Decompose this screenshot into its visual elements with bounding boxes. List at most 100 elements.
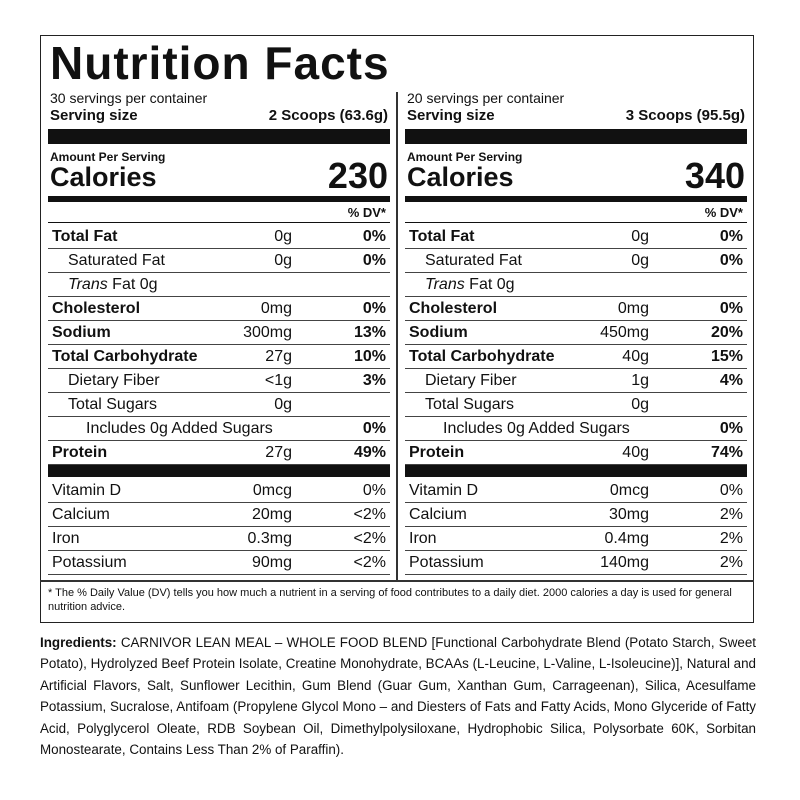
nutrient-row: Trans Fat 0g: [48, 273, 390, 297]
nutrient-label: Protein: [409, 444, 465, 461]
thick-bar: [48, 129, 390, 144]
nutrient-label: Total Sugars: [68, 396, 157, 413]
nutrient-label: Calcium: [52, 506, 110, 523]
nutrient-row: Trans Fat 0g: [405, 273, 747, 297]
thick-bar: [48, 196, 390, 202]
nutrient-name: Total Sugars: [425, 393, 514, 417]
nutrient-label: Vitamin D: [409, 482, 479, 499]
nutrient-amount: 27g: [265, 444, 292, 461]
nutrient-dv: 2%: [719, 506, 743, 523]
nutrient-amount: 40g: [622, 348, 649, 365]
nutrient-amount: 1g: [631, 372, 649, 389]
nutrient-name: Includes 0g Added Sugars: [443, 417, 630, 441]
serving-size: 3 Scoops (95.5g): [625, 107, 745, 124]
nutrient-row: Includes 0g Added Sugars 0%: [405, 417, 747, 441]
nutrient-amount: 0mg: [617, 300, 649, 317]
nutrient-dv: <2%: [353, 530, 386, 547]
nutrient-name: Total Fat: [409, 225, 474, 249]
nutrient-name: Calcium: [52, 503, 110, 527]
nutrient-name: Total Fat: [52, 225, 117, 249]
nutrient-dv: 20%: [710, 324, 743, 341]
nutrient-amount: 0g: [274, 396, 292, 413]
amount-per-serving: Amount Per Serving: [407, 150, 523, 164]
column: 20 servings per container Serving size 3 S…: [405, 90, 747, 580]
thick-bar: [405, 196, 747, 202]
nutrient-amount: 0mcg: [252, 482, 292, 499]
nutrient-name: Iron: [409, 527, 437, 551]
nutrient-amount: 20mg: [251, 506, 292, 523]
serving-size-label: Serving size: [407, 107, 495, 124]
nutrient-dv: 4%: [719, 372, 743, 389]
nutrient-dv: <2%: [353, 506, 386, 523]
nutrient-row: Total Sugars 0g: [48, 393, 390, 417]
nutrient-amount: 300mg: [243, 324, 292, 341]
nutrient-row: Iron 0.4mg 2%: [405, 527, 747, 551]
serving-size-label: Serving size: [50, 107, 138, 124]
nutrient-amount: 40g: [622, 444, 649, 461]
nutrient-name: Protein: [409, 441, 464, 465]
calories: 230: [327, 155, 388, 196]
thick-bar: [48, 465, 390, 477]
column: 30 servings per container Serving size 2 S…: [48, 90, 390, 580]
nutrient-label: Total Carbohydrate: [52, 348, 198, 365]
servings-per-container: 20 servings per container: [407, 90, 565, 106]
nutrient-row: Cholesterol 0mg 0%: [405, 297, 747, 321]
nutrient-label: Total Sugars: [425, 396, 514, 413]
nutrient-amount: <1g: [264, 372, 292, 389]
nutrient-amount: 0g: [274, 228, 292, 245]
nutrient-amount: 0.4mg: [604, 530, 649, 547]
nutrient-name: Total Carbohydrate: [52, 345, 198, 369]
dv-header: % DV*: [704, 205, 743, 220]
nutrient-row: Saturated Fat 0g 0%: [48, 249, 390, 273]
nutrient-dv: 15%: [710, 348, 743, 365]
nutrient-label: Includes 0g Added Sugars: [86, 420, 273, 437]
nutrient-name: Total Carbohydrate: [409, 345, 555, 369]
nutrient-label: Iron: [409, 530, 437, 547]
nutrient-name: Saturated Fat: [68, 249, 165, 273]
rule: [405, 222, 747, 223]
amount-per-serving: Amount Per Serving: [50, 150, 166, 164]
nutrient-row: Total Fat 0g 0%: [48, 225, 390, 249]
nutrient-dv: 49%: [353, 444, 386, 461]
nutrient-dv: 13%: [353, 324, 386, 341]
nutrient-label: Total Fat: [409, 228, 475, 245]
nutrient-amount: 0g: [274, 252, 292, 269]
ingredients-text: CARNIVOR LEAN MEAL – WHOLE FOOD BLEND [F…: [40, 635, 756, 758]
nutrient-name: Potassium: [52, 551, 127, 575]
nutrient-label: Sodium: [409, 324, 468, 341]
nutrient-label: Iron: [52, 530, 80, 547]
nutrient-label: Saturated Fat: [68, 252, 165, 269]
nutrient-row: Protein 40g 74%: [405, 441, 747, 465]
nutrient-amount: 0mg: [260, 300, 292, 317]
nutrient-label: Calcium: [409, 506, 467, 523]
label-box: [40, 35, 754, 623]
nutrient-row: Total Carbohydrate 40g 15%: [405, 345, 747, 369]
nutrient-dv: 2%: [719, 554, 743, 571]
nutrient-label: Cholesterol: [52, 300, 141, 317]
nutrient-name: Trans Fat 0g: [68, 273, 158, 297]
nutrient-amount: 27g: [265, 348, 292, 365]
nutrient-label: Potassium: [52, 554, 127, 571]
nutrient-dv: 0%: [362, 228, 386, 245]
nutrient-row: Calcium 20mg <2%: [48, 503, 390, 527]
nutrient-name: Total Sugars: [68, 393, 157, 417]
serving-size: 2 Scoops (63.6g): [268, 107, 388, 124]
nutrient-dv: 0%: [719, 482, 743, 499]
nutrient-dv: 0%: [719, 252, 743, 269]
nutrient-label: Vitamin D: [52, 482, 122, 499]
nutrient-dv: 0%: [362, 482, 386, 499]
nutrient-name: Dietary Fiber: [425, 369, 517, 393]
rule: [48, 222, 390, 223]
nutrient-row: Total Carbohydrate 27g 10%: [48, 345, 390, 369]
nutrient-amount: 30mg: [608, 506, 649, 523]
nutrient-dv: 2%: [719, 530, 743, 547]
nutrient-dv: <2%: [353, 554, 386, 571]
nutrient-amount: 0mcg: [609, 482, 649, 499]
nutrient-label: Sodium: [52, 324, 111, 341]
nutrient-prefix: Trans: [68, 276, 108, 293]
nutrient-dv: 74%: [710, 444, 743, 461]
nutrient-row: Vitamin D 0mcg 0%: [48, 479, 390, 503]
nutrient-amount: 450mg: [600, 324, 649, 341]
thick-bar: [405, 129, 747, 144]
